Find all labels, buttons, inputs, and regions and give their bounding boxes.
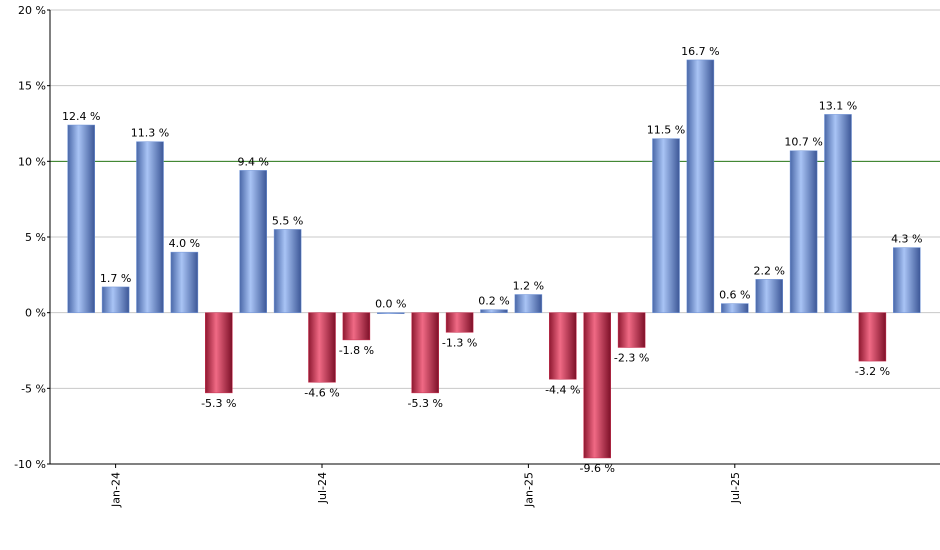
value-label: -1.3 % [442,336,477,349]
value-label: 13.1 % [819,99,857,112]
y-tick-label: 15 % [18,80,46,93]
value-label: -2.3 % [614,351,649,364]
value-label: 11.3 % [131,127,169,140]
value-label: 12.4 % [62,110,100,123]
value-label: -9.6 % [579,462,614,475]
bar [617,312,646,348]
bar [583,312,611,459]
bar [514,294,543,313]
y-tick-label: 5 % [25,231,46,244]
bar [308,312,336,383]
bar [377,312,405,314]
bar [686,59,715,313]
value-label: 0.2 % [478,295,509,308]
bar [824,114,852,313]
y-tick-label: -10 % [14,458,46,471]
x-tick-label: Jul-25 [729,472,742,504]
bar [652,138,680,313]
value-label: 10.7 % [784,136,822,149]
y-tick-label: 0 % [25,307,46,320]
bar [721,303,749,313]
bar [342,312,371,341]
value-label: -3.2 % [855,365,890,378]
y-tick-label: -5 % [21,382,46,395]
value-label: 2.2 % [753,264,784,277]
value-label: -4.4 % [545,383,580,396]
y-tick-label: 20 % [18,4,46,17]
value-label: 0.6 % [719,289,750,302]
bar [789,150,818,313]
bar [67,124,95,313]
bar [170,251,199,313]
value-label: 4.3 % [891,233,922,246]
bar [101,286,130,313]
bar [549,312,577,380]
bar [480,309,508,313]
value-label: 1.7 % [100,272,131,285]
value-label: 4.0 % [169,237,200,250]
value-label: 5.5 % [272,214,303,227]
bar [858,312,887,362]
value-label: -4.6 % [304,386,339,399]
value-label: -5.3 % [201,397,236,410]
value-label: -5.3 % [407,397,442,410]
bar [893,247,921,313]
value-label: 9.4 % [237,155,268,168]
bar [273,229,302,313]
value-label: 1.2 % [513,280,544,293]
bar [755,279,783,313]
x-tick-label: Jan-25 [522,472,535,508]
bar [205,312,233,394]
y-tick-label: 10 % [18,155,46,168]
value-label: 0.0 % [375,298,406,311]
x-tick-label: Jul-24 [316,472,329,504]
value-label: 11.5 % [647,124,685,137]
x-tick-label: Jan-24 [110,472,123,508]
value-label: -1.8 % [339,344,374,357]
bar [411,312,439,394]
bar [136,141,164,313]
bar [239,170,267,313]
bar [445,312,474,333]
value-label: 16.7 % [681,45,719,58]
